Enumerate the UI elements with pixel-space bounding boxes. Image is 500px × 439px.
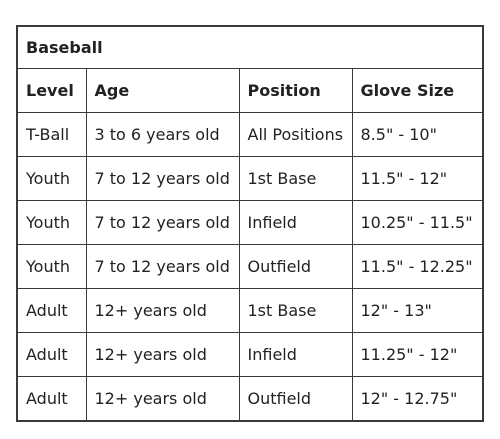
cell-age: 12+ years old [85,287,240,333]
cell-glove-size: 12" - 13" [351,287,482,333]
cell-level: Adult [18,331,87,377]
cell-age: 12+ years old [85,375,240,420]
table-row: Adult 12+ years old Infield 11.25" - 12" [18,331,482,377]
table-row: Youth 7 to 12 years old Outfield 11.5" -… [18,243,482,289]
cell-position: Outfield [238,375,353,420]
cell-age: 12+ years old [85,331,240,377]
cell-position: Infield [238,331,353,377]
cell-level: Youth [18,199,87,245]
table-row: Adult 12+ years old Outfield 12" - 12.75… [18,375,482,420]
cell-glove-size: 8.5" - 10" [351,111,482,157]
cell-level: Youth [18,243,87,289]
cell-position: All Positions [238,111,353,157]
cell-position: Infield [238,199,353,245]
table-row: T-Ball 3 to 6 years old All Positions 8.… [18,111,482,157]
cell-glove-size: 12" - 12.75" [351,375,482,420]
cell-glove-size: 10.25" - 11.5" [351,199,482,245]
column-header-age: Age [85,67,240,113]
cell-level: Adult [18,287,87,333]
glove-size-table-frame: Baseball Level Age Position Glove Size T… [16,25,484,422]
cell-glove-size: 11.5" - 12" [351,155,482,201]
cell-level: T-Ball [18,111,87,157]
table-caption-row: Baseball [18,27,482,69]
table-row: Youth 7 to 12 years old 1st Base 11.5" -… [18,155,482,201]
cell-level: Adult [18,375,87,420]
cell-age: 7 to 12 years old [85,199,240,245]
cell-age: 7 to 12 years old [85,243,240,289]
cell-position: Outfield [238,243,353,289]
column-header-position: Position [238,67,353,113]
cell-age: 7 to 12 years old [85,155,240,201]
table-row: Adult 12+ years old 1st Base 12" - 13" [18,287,482,333]
table-header-row: Level Age Position Glove Size [18,67,482,113]
cell-age: 3 to 6 years old [85,111,240,157]
cell-level: Youth [18,155,87,201]
table-row: Youth 7 to 12 years old Infield 10.25" -… [18,199,482,245]
cell-position: 1st Base [238,155,353,201]
cell-position: 1st Base [238,287,353,333]
table-caption: Baseball [18,27,482,69]
column-header-level: Level [18,67,87,113]
column-header-glove-size: Glove Size [351,67,482,113]
cell-glove-size: 11.5" - 12.25" [351,243,482,289]
glove-size-table: Baseball Level Age Position Glove Size T… [18,27,482,420]
cell-glove-size: 11.25" - 12" [351,331,482,377]
